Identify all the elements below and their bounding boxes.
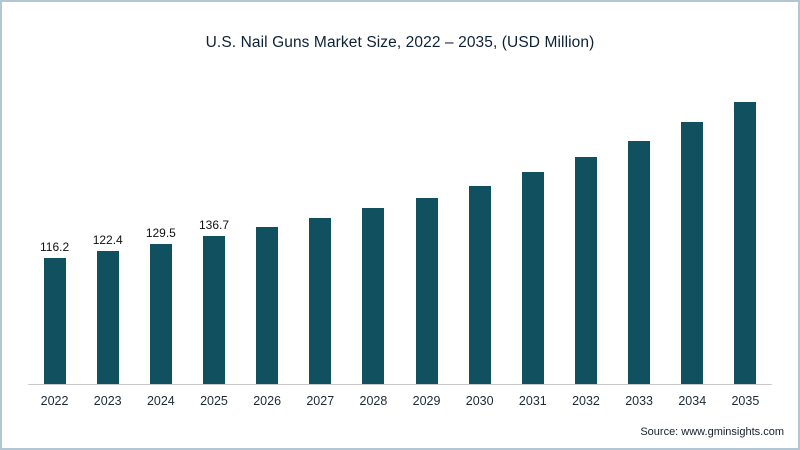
x-tick-label: 2035	[731, 394, 760, 408]
x-tick-label: 2027	[306, 394, 335, 408]
bar-column	[453, 168, 506, 384]
bar-column: 116.2	[28, 240, 81, 384]
bar	[681, 122, 704, 384]
bar-value-label: 116.2	[40, 240, 70, 254]
x-tick-label: 2024	[146, 394, 175, 408]
x-tick-label: 2033	[625, 394, 654, 408]
x-tick-label: 2032	[572, 394, 600, 408]
x-tick-label: 2029	[412, 394, 441, 408]
bar	[202, 236, 225, 384]
x-tick-label: 2023	[93, 394, 122, 408]
x-axis: 2022 2023 2024 2025 2026 2027 2028 2029 2030 2031…	[28, 385, 772, 408]
bar-value-label: 129.5	[145, 226, 176, 240]
bar	[149, 244, 172, 384]
bar-column	[666, 104, 719, 384]
x-tick-label: 2028	[359, 394, 388, 408]
bar	[468, 186, 491, 384]
chart-title: U.S. Nail Guns Market Size, 2022 – 2035,…	[205, 34, 595, 51]
bar-value-label: 122.4	[92, 233, 123, 247]
bar	[96, 251, 119, 384]
bars-container: 116.2 122.4 129.5 136.7	[28, 82, 772, 385]
plot-area: 116.2 122.4 129.5 136.7 2022 2023 2024 2025 202…	[28, 82, 772, 408]
x-tick-label: 2026	[253, 394, 282, 408]
bar-column	[613, 123, 666, 384]
bar	[43, 258, 66, 384]
x-tick-label: 2031	[518, 394, 547, 408]
bar-column	[559, 139, 612, 384]
bar-column: 122.4	[81, 233, 134, 384]
bar	[309, 218, 332, 384]
source-text: Source: www.gminsights.com	[640, 426, 784, 438]
bar-column: 129.5	[134, 226, 187, 384]
bar-column	[241, 209, 294, 384]
bar-column	[400, 180, 453, 384]
bar	[521, 172, 544, 384]
bar	[415, 198, 438, 384]
bar-column	[294, 200, 347, 384]
bar	[362, 208, 385, 384]
x-tick-label: 2034	[678, 394, 707, 408]
bar-value-label: 136.7	[198, 218, 229, 232]
bar	[256, 227, 279, 384]
bar	[734, 102, 757, 384]
x-tick-label: 2022	[40, 394, 69, 408]
bar-column	[347, 190, 400, 384]
bar-column	[719, 84, 772, 384]
bar-column: 136.7	[187, 218, 240, 384]
x-tick-label: 2030	[465, 394, 494, 408]
x-tick-label: 2025	[200, 394, 228, 408]
bar	[628, 141, 651, 384]
bar-column	[506, 154, 559, 384]
bar	[574, 157, 597, 384]
